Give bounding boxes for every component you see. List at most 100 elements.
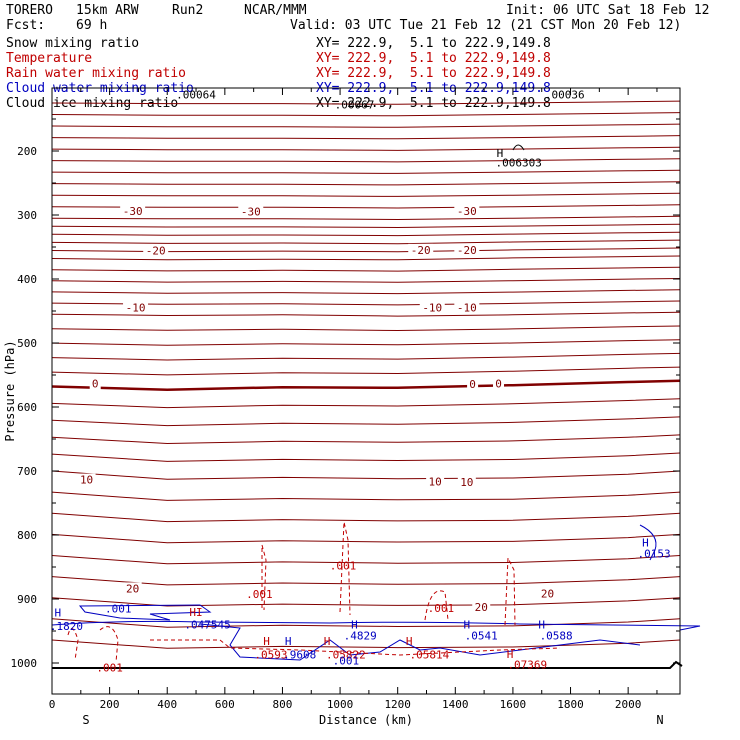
- y-tick-label: 700: [17, 465, 37, 478]
- temperature-label: 20: [541, 588, 554, 601]
- temperature-label: 10: [460, 476, 473, 489]
- contour-annotation: H: [507, 648, 514, 661]
- isotherm-line: [51, 325, 681, 332]
- snow-contour: [512, 144, 525, 151]
- legend-temperature-name: Temperature: [6, 51, 93, 66]
- isotherm-line: [51, 366, 681, 376]
- side-label-right: N: [656, 713, 663, 727]
- temperature-label-bg: [120, 204, 146, 217]
- temperature-label: 10: [429, 476, 442, 489]
- contour-annotation: .1820: [50, 620, 83, 633]
- rain-water-contour: [67, 628, 79, 661]
- temperature-label: 0: [495, 378, 502, 391]
- temperature-label: -20: [411, 244, 431, 257]
- contour-annotation: .0541: [465, 629, 498, 642]
- isotherm-line: [51, 135, 681, 140]
- isotherm-0: [51, 379, 681, 391]
- rain-water-contour: [150, 639, 561, 656]
- contour-annotation: .047545: [184, 619, 230, 632]
- isotherm-line: [51, 278, 681, 283]
- contour-annotation: .001: [105, 603, 132, 616]
- isotherm-line: [51, 289, 681, 295]
- cloud-water-contour: [78, 604, 212, 621]
- isotherm-line: [51, 112, 681, 117]
- rain-water-contour: [504, 556, 516, 626]
- x-tick-label: 200: [100, 698, 120, 711]
- legend-snow-name: Snow mixing ratio: [6, 36, 140, 51]
- isotherm-line: [51, 223, 681, 229]
- contour-annotation: H: [642, 537, 649, 550]
- legend-rain-xy: XY= 222.9, 5.1 to 222.9,149.8: [316, 66, 551, 81]
- x-tick-label: 1800: [557, 698, 584, 711]
- header-fcst-label: Fcst:: [6, 18, 46, 33]
- contour-annotation: .4829: [344, 629, 377, 642]
- temperature-label-bg: [419, 301, 445, 314]
- isotherm-line: [51, 452, 681, 462]
- temperature-label: 0: [92, 378, 99, 391]
- x-axis-label: Distance (km): [319, 713, 413, 727]
- temperature-label: 10: [80, 474, 93, 487]
- temperature-label: -30: [123, 205, 143, 218]
- x-tick-label: 800: [273, 698, 293, 711]
- header-org: NCAR/MMM: [244, 3, 307, 18]
- contour-annotation: H: [285, 635, 292, 648]
- side-label-left: S: [82, 713, 89, 727]
- contour-annotation: H: [54, 606, 61, 619]
- isotherm-line: [51, 618, 681, 628]
- isotherm-line: [51, 576, 681, 586]
- temperature-label-bg: [454, 243, 480, 256]
- y-tick-label: 800: [17, 529, 37, 542]
- temperature-label: -30: [241, 205, 261, 218]
- temperature-label-bg: [143, 244, 169, 257]
- contour-annotation: .07369: [507, 658, 547, 671]
- cloud-water-contour: [639, 524, 657, 561]
- y-tick-label: 900: [17, 593, 37, 606]
- temperature-label: -10: [126, 301, 146, 314]
- temperature-label-bg: [89, 377, 101, 390]
- isotherm-line: [51, 181, 681, 186]
- temperature-label-bg: [457, 476, 476, 489]
- isotherm-line: [51, 300, 681, 306]
- isotherm-line: [51, 123, 681, 128]
- header-model: TORERO: [6, 3, 53, 18]
- contour-annotation: .006303: [495, 157, 541, 170]
- isotherm-line: [51, 239, 681, 245]
- x-tick-label: 600: [215, 698, 235, 711]
- y-tick-label: 1000: [11, 657, 38, 670]
- legend-temperature-xy: XY= 222.9, 5.1 to 222.9,149.8: [316, 51, 551, 66]
- isotherm-line: [51, 533, 681, 544]
- isotherm-line: [51, 339, 681, 346]
- temperature-label: -10: [457, 301, 477, 314]
- temperature-label: -30: [457, 205, 477, 218]
- temperature-label-bg: [454, 301, 480, 314]
- contour-annotation: H: [324, 635, 331, 648]
- isotherm-line: [51, 204, 681, 209]
- temperature-label-bg: [426, 475, 445, 488]
- temperature-label-bg: [493, 377, 505, 390]
- legend-rain-name: Rain water mixing ratio: [6, 66, 187, 81]
- contour-annotation: .0588: [540, 629, 573, 642]
- isotherm-line: [51, 266, 681, 272]
- contour-annotation: .001: [246, 588, 273, 601]
- x-tick-label: 2000: [615, 698, 642, 711]
- isotherm-line: [51, 555, 681, 565]
- y-tick-label: 500: [17, 337, 37, 350]
- contour-annotation: .05814: [410, 649, 450, 662]
- isotherm-line: [51, 512, 681, 523]
- temperature-label: -20: [146, 244, 166, 257]
- contour-annotation: HI: [189, 606, 202, 619]
- contour-annotation: H: [263, 635, 270, 648]
- isotherm-line: [51, 398, 681, 409]
- isotherm-line: [51, 231, 681, 237]
- contour-annotation: .001: [428, 602, 455, 615]
- x-tick-label: 0: [49, 698, 56, 711]
- contour-annotation: .001: [330, 560, 357, 573]
- isotherm-10: [51, 470, 681, 480]
- plot-frame: [51, 87, 681, 695]
- temperature-label: 20: [475, 601, 488, 614]
- temperature-label-bg: [123, 582, 142, 595]
- y-tick-label: 400: [17, 273, 37, 286]
- cloud-water-contour: [199, 623, 641, 661]
- y-tick-label: 200: [17, 145, 37, 158]
- contour-annotation: H: [538, 619, 545, 632]
